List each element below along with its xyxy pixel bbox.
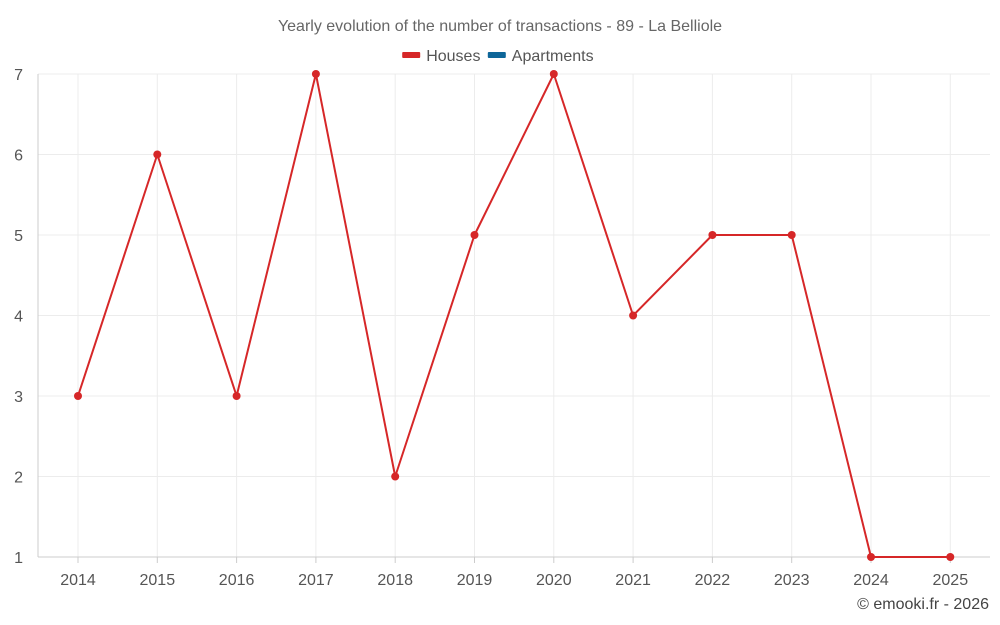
data-point-houses [470, 231, 479, 239]
data-point-houses [708, 231, 717, 239]
data-point-houses [74, 392, 82, 400]
y-tick-label: 7 [14, 67, 23, 84]
legend-label-apartments: Apartments [512, 48, 594, 65]
data-point-houses [787, 231, 796, 239]
x-tick-label: 2021 [615, 572, 651, 589]
data-point-houses [867, 553, 875, 561]
data-point-houses [232, 392, 241, 400]
x-tick-label: 2022 [695, 572, 731, 589]
axes: 1 2 3 4 5 6 7 2014 2015 2016 2017 2018 2019 2020 2021 2… [14, 67, 990, 589]
y-tick-label: 3 [14, 389, 23, 406]
chart-title: Yearly evolution of the number of transa… [278, 18, 722, 35]
x-tick-label: 2023 [774, 572, 810, 589]
legend-item-houses[interactable]: Houses [402, 48, 480, 65]
legend-swatch-apartments [487, 52, 506, 58]
data-point-houses [629, 311, 638, 320]
x-tick-label: 2015 [140, 572, 176, 589]
credit-text: © emooki.fr - 2026 [857, 596, 989, 613]
legend-item-apartments[interactable]: Apartments [487, 48, 594, 65]
data-point-houses [946, 553, 955, 561]
y-tick-label: 1 [14, 550, 23, 567]
data-point-houses [549, 70, 558, 78]
y-tick-label: 2 [14, 470, 23, 487]
data-point-houses [153, 150, 162, 159]
x-tick-label: 2020 [536, 572, 572, 589]
data-point-houses [311, 70, 320, 78]
y-tick-label: 4 [14, 309, 23, 326]
series-layer [74, 70, 955, 561]
data-point-houses [391, 472, 400, 481]
x-tick-label: 2019 [457, 572, 493, 589]
y-tick-label: 5 [14, 228, 23, 245]
legend-swatch-houses [402, 52, 421, 58]
x-tick-label: 2025 [933, 572, 969, 589]
grid [38, 73, 990, 557]
legend[interactable]: Houses Apartments [402, 48, 594, 65]
x-tick-label: 2024 [853, 572, 889, 589]
x-tick-label: 2016 [219, 572, 255, 589]
series-line-houses [77, 73, 951, 558]
x-tick-label: 2017 [298, 572, 334, 589]
x-tick-label: 2014 [60, 572, 96, 589]
x-tick-label: 2018 [377, 572, 413, 589]
y-tick-label: 6 [14, 148, 23, 165]
legend-label-houses: Houses [426, 48, 480, 65]
